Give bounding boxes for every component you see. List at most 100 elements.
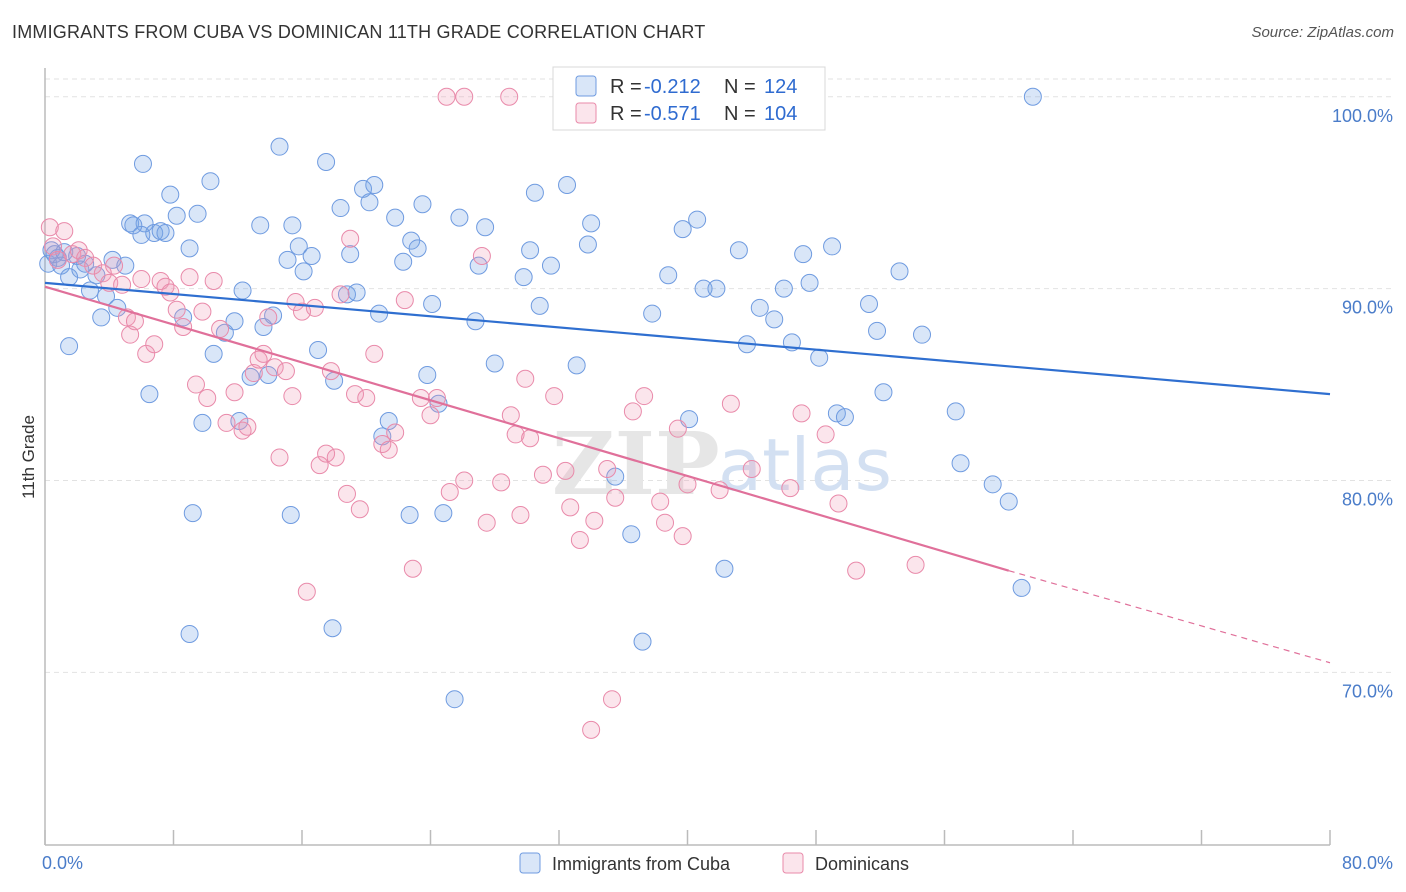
dominicans-point — [249, 350, 268, 369]
dominicans-point — [472, 247, 491, 266]
cuba-point — [270, 137, 289, 156]
cuba-point — [254, 318, 273, 336]
cuba-point — [360, 193, 379, 212]
dominicans-point — [455, 471, 474, 490]
dominicans-point — [341, 229, 360, 248]
dominicans-point — [403, 559, 422, 578]
cuba-point — [983, 475, 1002, 494]
cuba-point — [167, 206, 186, 225]
cuba-point — [521, 241, 540, 260]
bottom-legend-swatch-dominicans — [782, 852, 804, 874]
trend-line-cuba — [44, 281, 1331, 396]
cuba-point — [445, 690, 464, 709]
dominicans-point — [606, 488, 625, 507]
dominicans-point — [350, 500, 369, 519]
cuba-point — [180, 239, 199, 258]
cuba-point — [140, 385, 159, 404]
dominicans-point — [656, 513, 675, 532]
cuba-point — [765, 310, 784, 329]
cuba-point — [823, 237, 842, 256]
cuba-point — [386, 208, 405, 227]
dominicans-point — [582, 720, 601, 739]
dominicans-point — [906, 555, 925, 574]
cuba-point — [400, 506, 419, 525]
dominicans-point — [421, 406, 440, 425]
cuba-point — [418, 365, 437, 384]
cuba-point — [633, 632, 652, 651]
y-tick-label: 80.0% — [1342, 489, 1393, 509]
cuba-point — [890, 262, 909, 281]
trend-line-dominicans-extension — [1008, 570, 1331, 664]
series-cuba-points — [39, 87, 1042, 709]
legend-n-label-cuba: N = — [724, 76, 756, 98]
cuba-point — [183, 504, 202, 523]
cuba-point — [434, 504, 453, 523]
cuba-point — [450, 208, 469, 227]
cuba-point — [476, 218, 495, 237]
cuba-point — [946, 402, 965, 421]
dominicans-point — [847, 561, 866, 580]
dominicans-point — [310, 456, 329, 475]
cuba-point — [365, 176, 384, 195]
cuba-point — [800, 273, 819, 292]
dominicans-point — [337, 484, 356, 503]
cuba-point — [341, 245, 360, 264]
dominicans-point — [440, 482, 459, 501]
dominicans-point — [276, 362, 295, 381]
y-tick-label: 100.0% — [1332, 106, 1393, 126]
cuba-point — [794, 245, 813, 264]
cuba-point — [643, 304, 662, 323]
cuba-point — [578, 235, 597, 254]
cuba-point — [729, 241, 748, 260]
cuba-point — [408, 239, 427, 258]
cuba-point — [193, 413, 212, 432]
dominicans-point — [721, 394, 740, 413]
dominicans-point — [516, 369, 535, 388]
dominicans-point — [259, 308, 278, 327]
cuba-point — [1012, 578, 1031, 597]
dominicans-point — [198, 388, 217, 407]
cuba-point — [323, 619, 342, 638]
dominicans-point — [317, 444, 336, 463]
dominicans-point — [151, 271, 170, 290]
dominicans-point — [225, 383, 244, 402]
cuba-point — [750, 298, 769, 317]
cuba-point — [259, 365, 278, 384]
dominicans-point — [533, 465, 552, 484]
legend-box — [552, 66, 826, 131]
legend-swatch-cuba — [575, 75, 597, 97]
cuba-point — [1023, 87, 1042, 106]
cuba-point — [278, 250, 297, 269]
dominicans-point — [69, 241, 88, 260]
cuba-point — [124, 216, 143, 235]
dominicans-point — [437, 87, 456, 106]
dominicans-point — [386, 423, 405, 442]
legend-r-value-cuba: -0.212 — [644, 76, 701, 98]
cuba-point — [659, 266, 678, 285]
cuba-point — [485, 354, 504, 373]
cuba-point — [514, 268, 533, 287]
chart-title: IMMIGRANTS FROM CUBA VS DOMINICAN 11TH G… — [12, 22, 706, 42]
dominicans-point — [585, 511, 604, 530]
cuba-point — [370, 304, 389, 323]
dominicans-point — [816, 425, 835, 444]
dominicans-point — [286, 293, 305, 312]
cuba-point — [913, 325, 932, 344]
cuba-point — [707, 279, 726, 298]
dominicans-point — [186, 375, 205, 394]
cuba-point — [317, 153, 336, 172]
cuba-point — [582, 214, 601, 233]
cuba-point — [413, 195, 432, 214]
dominicans-point — [395, 291, 414, 310]
legend-r-value-dominicans: -0.571 — [644, 103, 701, 125]
cuba-point — [283, 216, 302, 235]
cuba-point — [567, 356, 586, 375]
dominicans-point — [145, 335, 164, 354]
cuba-point — [951, 454, 970, 473]
dominicans-point — [357, 388, 376, 407]
dominicans-point — [603, 690, 622, 709]
legend-n-label-dominicans: N = — [724, 103, 756, 125]
dominicans-point — [492, 473, 511, 492]
dominicans-point — [156, 277, 175, 296]
dominicans-point — [742, 459, 761, 478]
